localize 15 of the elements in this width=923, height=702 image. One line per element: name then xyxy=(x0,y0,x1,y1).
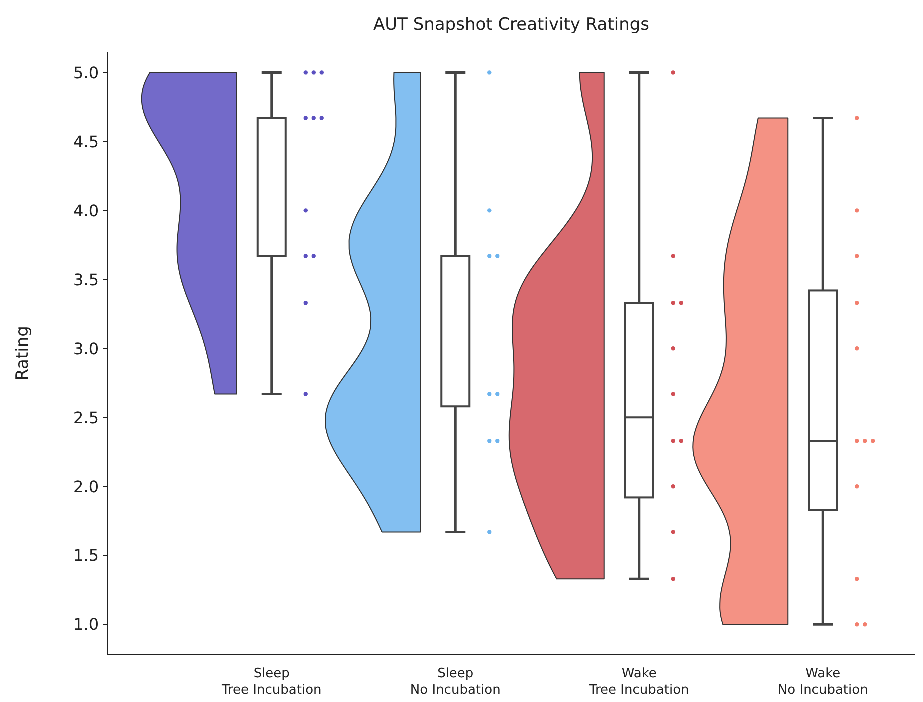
y-tick-label: 2.5 xyxy=(74,408,99,428)
x-tick-label: Sleep No Incubation xyxy=(410,666,501,698)
y-tick-label: 4.5 xyxy=(74,132,99,152)
y-tick-label: 5.0 xyxy=(74,63,99,82)
y-tick-label: 3.5 xyxy=(74,270,99,290)
y-tick-label: 2.0 xyxy=(74,477,99,496)
x-tick-label: Wake No Incubation xyxy=(778,666,868,698)
y-tick-label: 4.0 xyxy=(74,201,99,220)
chart-title: AUT Snapshot Creativity Ratings xyxy=(373,15,650,35)
x-tick-label: Sleep Tree Incubation xyxy=(220,666,322,698)
x-tick-label: Wake Tree Incubation xyxy=(588,666,690,698)
y-tick-label: 3.0 xyxy=(74,339,99,358)
y-axis-title: Rating xyxy=(13,326,33,381)
y-tick-label: 1.0 xyxy=(74,615,99,634)
y-tick-label: 1.5 xyxy=(74,546,99,566)
